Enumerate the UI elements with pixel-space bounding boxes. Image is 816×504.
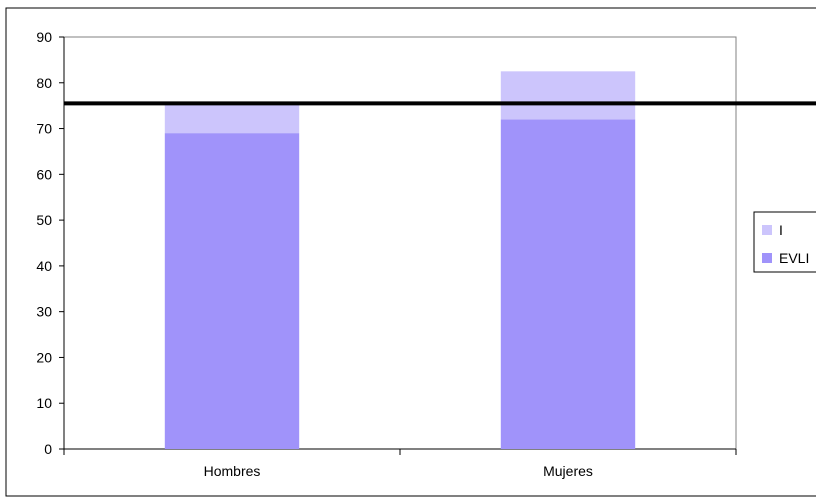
x-tick-label: Hombres — [204, 463, 261, 479]
bar-evli-hombres — [164, 133, 300, 449]
bar-i-mujeres — [500, 71, 636, 120]
y-tick-label: 90 — [36, 29, 52, 45]
bar-i-hombres — [164, 103, 300, 134]
y-tick-label: 40 — [36, 258, 52, 274]
legend-swatch-evli — [762, 253, 772, 263]
y-tick-label: 80 — [36, 75, 52, 91]
y-tick-label: 10 — [36, 395, 52, 411]
x-tick-label: Mujeres — [543, 463, 593, 479]
legend: I EVLI — [753, 211, 816, 273]
legend-label-evli: EVLI — [779, 250, 809, 266]
legend-label-i: I — [779, 222, 783, 238]
y-tick-label: 30 — [36, 304, 52, 320]
legend-swatch-i — [762, 225, 772, 235]
bars — [164, 71, 636, 450]
y-axis: 0 10 20 30 40 50 60 70 80 90 — [36, 29, 65, 457]
y-tick-label: 0 — [44, 441, 52, 457]
y-tick-label: 20 — [36, 349, 52, 365]
y-tick-label: 50 — [36, 212, 52, 228]
y-tick-label: 60 — [36, 166, 52, 182]
y-tick-label: 70 — [36, 121, 52, 137]
bar-evli-mujeres — [500, 119, 636, 450]
